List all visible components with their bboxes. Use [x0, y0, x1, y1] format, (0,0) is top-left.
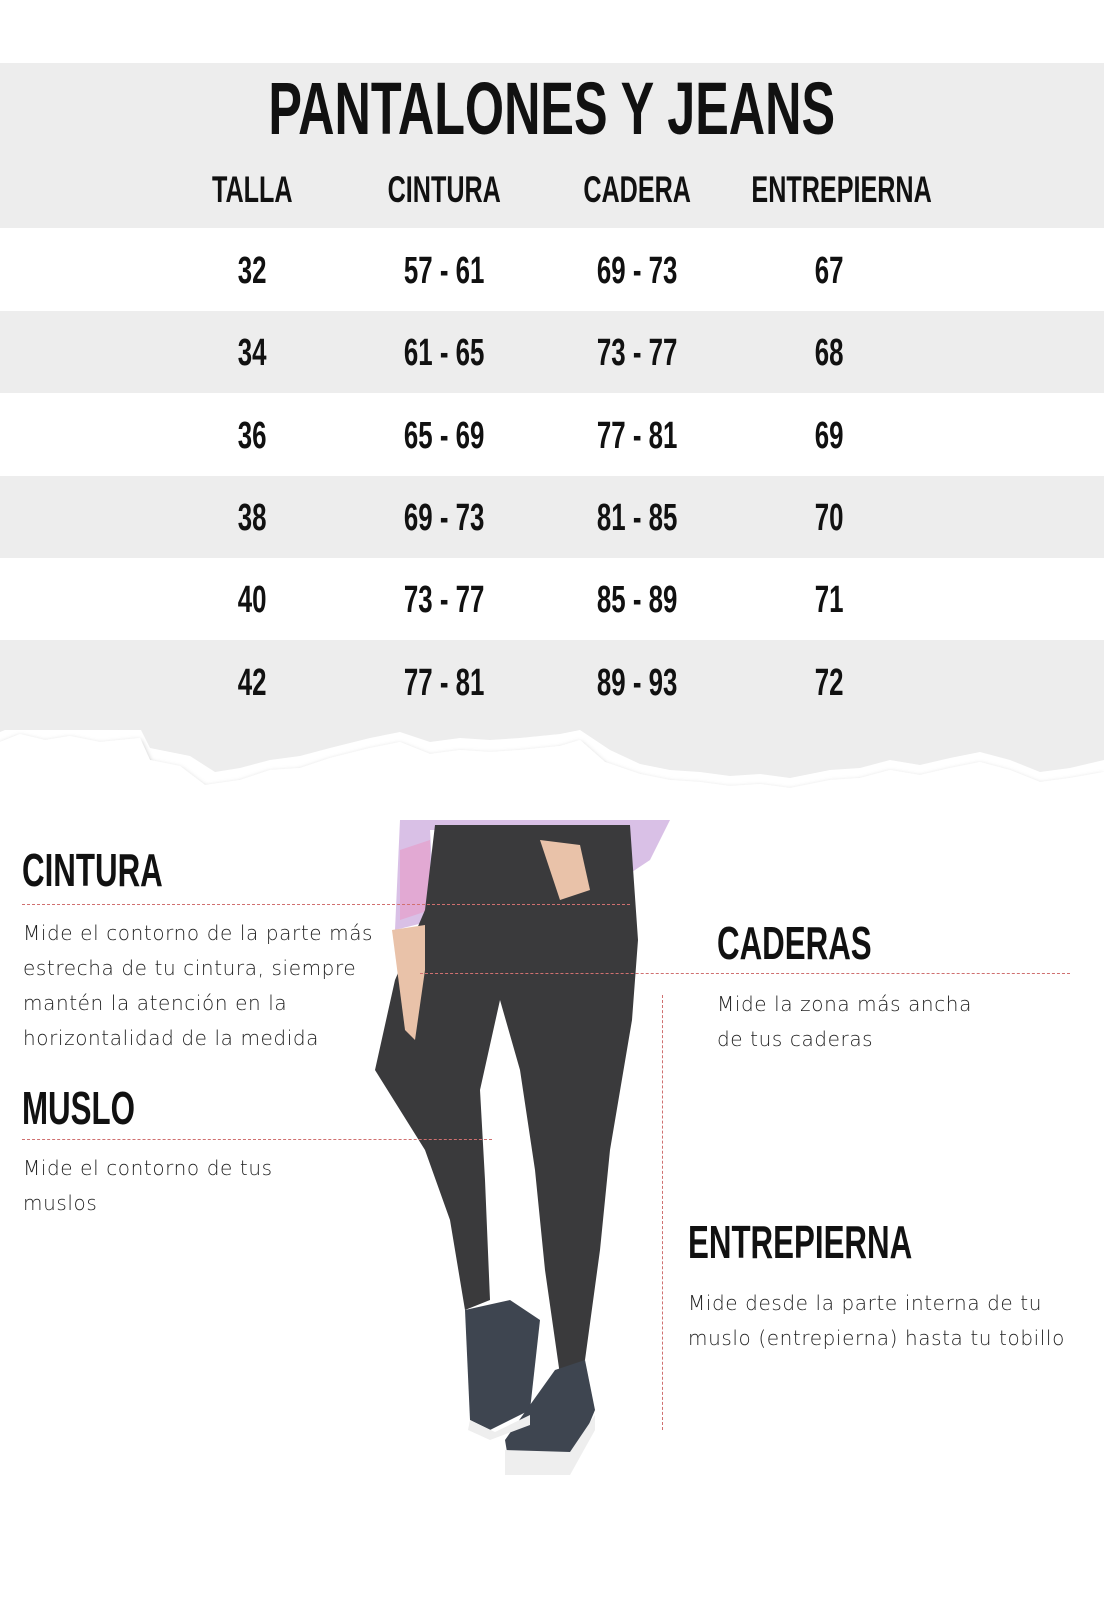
- cintura-description: Mide el contorno de la parte más estrech…: [23, 921, 374, 1050]
- caderas-heading: CADERAS: [717, 917, 872, 969]
- model-jeans-image: [375, 820, 670, 1475]
- cell-cintura: 69 - 73: [403, 496, 485, 539]
- header-band: [0, 63, 1104, 228]
- cell-talla: 32: [237, 250, 267, 292]
- cell-cadera: 69 - 73: [596, 250, 678, 292]
- cell-cadera: 77 - 81: [596, 414, 678, 457]
- cell-cintura: 77 - 81: [403, 661, 485, 704]
- page-title: PANTALONES Y JEANS: [268, 67, 836, 150]
- cell-talla: 42: [237, 661, 267, 704]
- entrepierna-description: Mide desde la parte interna de tu muslo …: [688, 1291, 1065, 1350]
- header-cadera: CADERA: [583, 169, 691, 210]
- entrepierna-measure-line: [662, 995, 663, 1430]
- header-cintura: CINTURA: [387, 169, 501, 210]
- muslo-description: Mide el contorno de tus muslos: [23, 1156, 273, 1215]
- cell-entrepierna: 70: [814, 496, 844, 539]
- cell-talla: 34: [237, 332, 267, 375]
- cell-cadera: 81 - 85: [596, 496, 678, 539]
- torn-paper-edge: [0, 720, 1104, 830]
- cell-cintura: 73 - 77: [403, 579, 485, 622]
- header-entrepierna: ENTREPIERNA: [751, 169, 932, 210]
- muslo-heading: MUSLO: [22, 1082, 135, 1134]
- row-band: [0, 640, 1104, 730]
- cell-entrepierna: 69: [814, 414, 844, 457]
- row-band: [0, 476, 1104, 558]
- row-band: [0, 311, 1104, 393]
- cell-entrepierna: 72: [814, 661, 844, 704]
- entrepierna-heading: ENTREPIERNA: [688, 1216, 913, 1268]
- cell-talla: 36: [237, 414, 267, 457]
- cell-entrepierna: 71: [814, 579, 844, 622]
- cell-cintura: 65 - 69: [403, 414, 485, 457]
- cell-cadera: 89 - 93: [596, 661, 678, 704]
- cell-cintura: 57 - 61: [403, 250, 485, 292]
- caderas-description: Mide la zona más ancha de tus caderas: [717, 992, 972, 1051]
- cintura-heading: CINTURA: [22, 844, 163, 896]
- cintura-measure-line: [22, 904, 630, 905]
- cell-cintura: 61 - 65: [403, 332, 485, 375]
- cell-cadera: 85 - 89: [596, 579, 678, 622]
- cell-cadera: 73 - 77: [596, 332, 678, 375]
- header-talla: TALLA: [211, 169, 293, 210]
- cell-talla: 38: [237, 496, 267, 539]
- cell-entrepierna: 67: [814, 250, 844, 292]
- muslo-measure-line: [22, 1139, 492, 1140]
- cell-talla: 40: [237, 579, 267, 622]
- cell-entrepierna: 68: [814, 332, 844, 375]
- caderas-measure-line: [420, 973, 1070, 974]
